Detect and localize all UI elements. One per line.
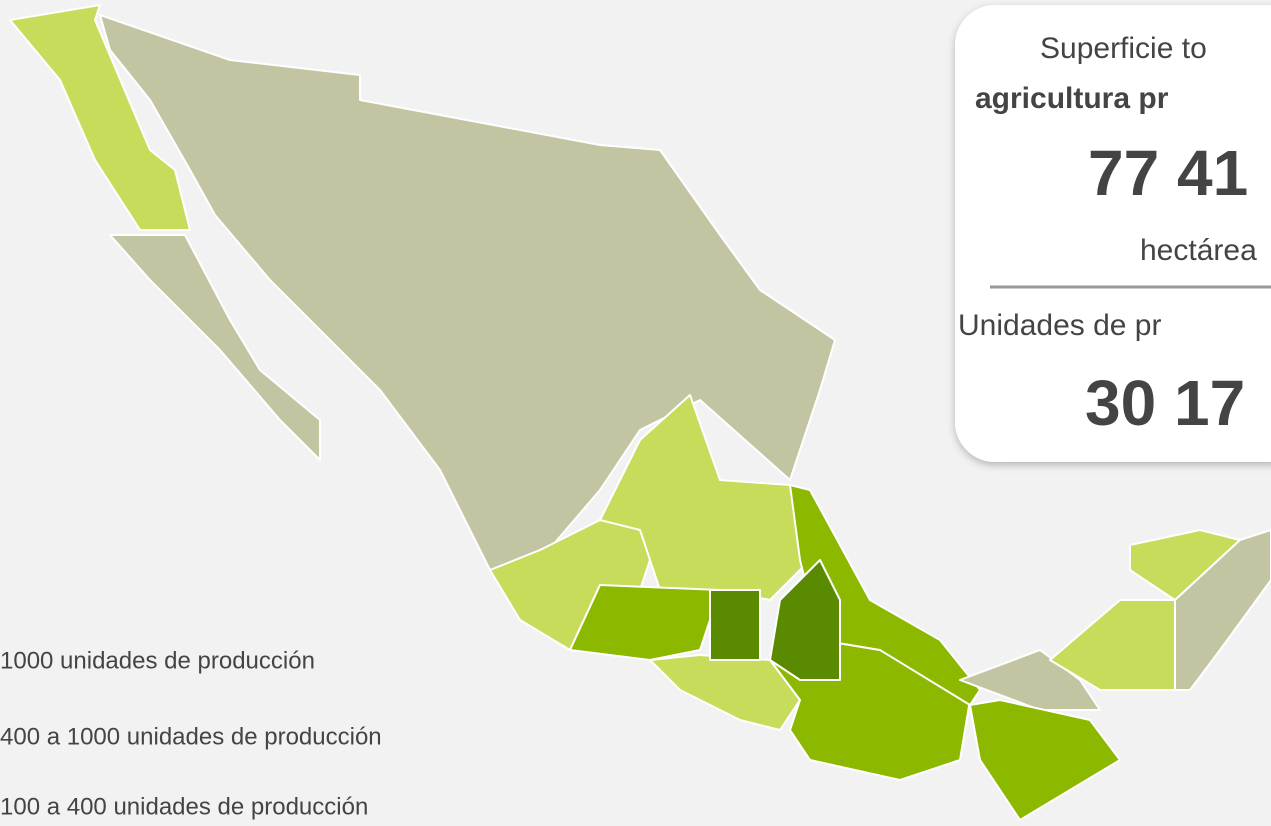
state [9,4,191,231]
card-text: Unidades de pr [958,309,1161,342]
card-text: Superficie to [1040,32,1207,65]
legend-label: 1000 unidades de producción [0,647,315,674]
summary-card: Superficie to agricultura pr 77 41 hectá… [955,5,1271,462]
state [709,589,761,661]
map [9,4,1271,821]
card-text: hectárea [1140,234,1257,267]
state [109,234,321,461]
card-bg [955,5,1271,462]
legend-label: 400 a 1000 unidades de producción [0,723,382,750]
state [1174,529,1271,691]
card-value: 77 41 [1088,137,1248,209]
state [769,559,841,681]
card-value: 30 17 [1085,367,1245,439]
legend-label: 100 a 400 unidades de producción [0,793,368,820]
state [599,394,811,601]
card-text: agricultura pr [975,82,1169,115]
legend: 1000 unidades de producción 400 a 1000 u… [0,647,382,820]
state [969,699,1121,821]
